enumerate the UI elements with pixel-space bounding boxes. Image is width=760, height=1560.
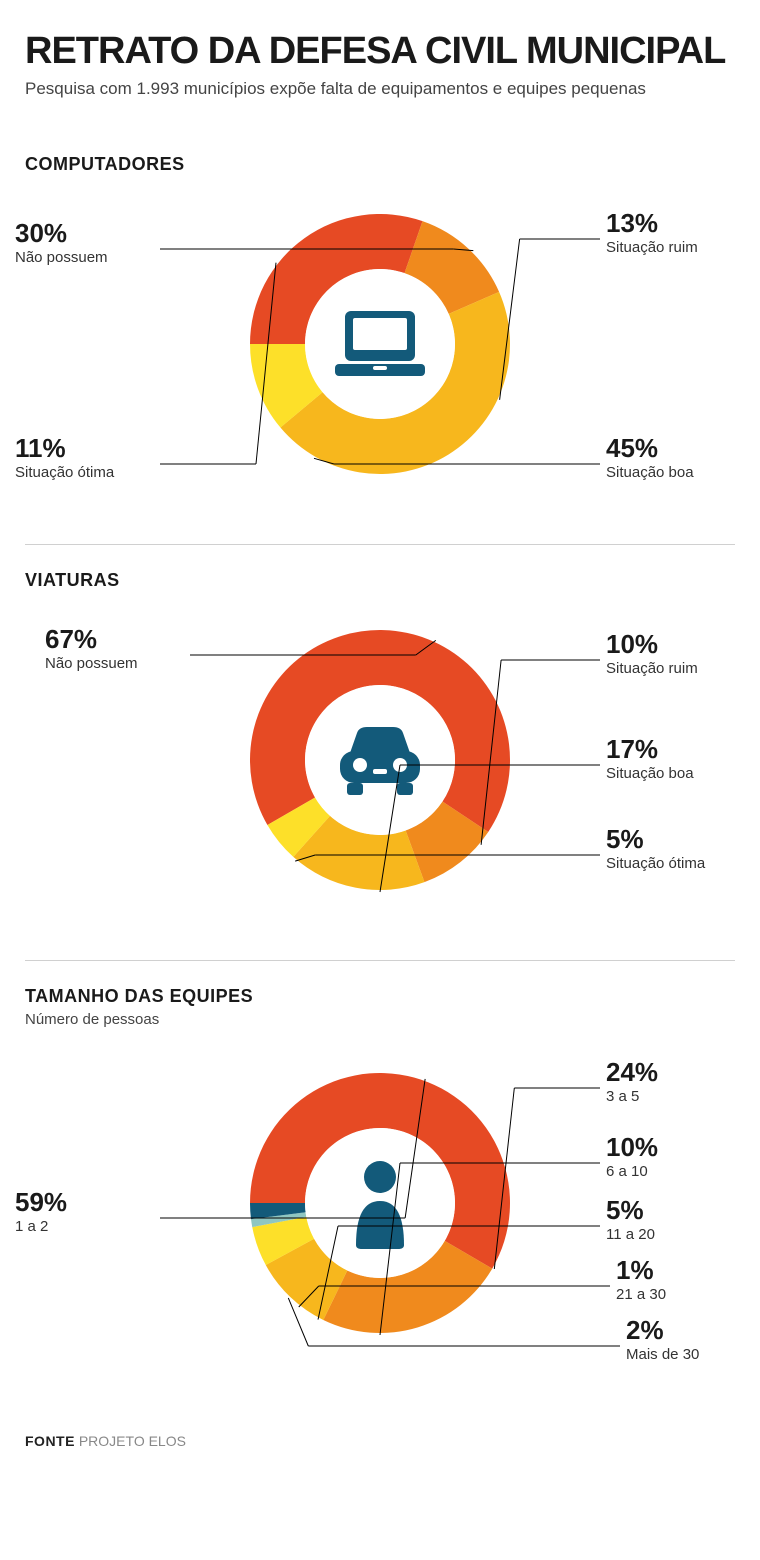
section-title: VIATURAS (25, 570, 735, 591)
slice-label: 11% Situação ótima (15, 434, 155, 481)
section-title: COMPUTADORES (25, 154, 735, 175)
slice-label: 1% 21 a 30 (616, 1256, 760, 1303)
slice-label: 10% 6 a 10 (606, 1133, 760, 1180)
chart-section: COMPUTADORES 30% Não possuem 13% Situaçã… (25, 129, 735, 545)
slice-label: 59% 1 a 2 (15, 1188, 155, 1235)
chart-section: TAMANHO DAS EQUIPES Número de pessoas 59%… (25, 961, 735, 1403)
slice-label: 5% Situação ótima (606, 825, 760, 872)
slice-desc: Situação ótima (606, 855, 760, 872)
slice-label: 45% Situação boa (606, 434, 760, 481)
slice-percent: 67% (45, 625, 185, 655)
slice-label: 13% Situação ruim (606, 209, 760, 256)
page-subtitle: Pesquisa com 1.993 municípios expõe falt… (25, 79, 735, 99)
slice-desc: Não possuem (15, 249, 155, 266)
page-title: RETRATO DA DEFESA CIVIL MUNICIPAL (25, 30, 735, 73)
slice-label: 2% Mais de 30 (626, 1316, 760, 1363)
slice-percent: 17% (606, 735, 760, 765)
slice-label: 30% Não possuem (15, 219, 155, 266)
slice-percent: 45% (606, 434, 760, 464)
slice-desc: Mais de 30 (626, 1346, 760, 1363)
laptop-icon (335, 311, 425, 376)
slice-percent: 10% (606, 1133, 760, 1163)
slice-percent: 59% (15, 1188, 155, 1218)
chart-wrap: 59% 1 a 2 24% 3 a 5 10% 6 a 10 5% 11 a 2… (25, 1038, 735, 1368)
section-subtitle: Número de pessoas (25, 1011, 735, 1028)
slice-desc: 11 a 20 (606, 1226, 760, 1243)
slice-percent: 24% (606, 1058, 760, 1088)
slice-desc: 3 a 5 (606, 1088, 760, 1105)
slice-desc: Não possuem (45, 655, 185, 672)
slice-label: 5% 11 a 20 (606, 1196, 760, 1243)
slice-percent: 11% (15, 434, 155, 464)
slice-desc: Situação ótima (15, 464, 155, 481)
slice-percent: 13% (606, 209, 760, 239)
footer-source: FONTE PROJETO ELOS (25, 1433, 735, 1449)
slice-percent: 10% (606, 630, 760, 660)
section-title: TAMANHO DAS EQUIPES (25, 986, 735, 1007)
chart-wrap: 67% Não possuem 10% Situação ruim 17% Si… (25, 595, 735, 925)
slice-label: 10% Situação ruim (606, 630, 760, 677)
slice-desc: Situação boa (606, 464, 760, 481)
slice-label: 17% Situação boa (606, 735, 760, 782)
chart-wrap: 30% Não possuem 13% Situação ruim 45% Si… (25, 179, 735, 509)
slice-desc: 6 a 10 (606, 1163, 760, 1180)
slice-desc: Situação ruim (606, 239, 760, 256)
slice-desc: Situação ruim (606, 660, 760, 677)
slice-desc: Situação boa (606, 765, 760, 782)
slice-percent: 1% (616, 1256, 760, 1286)
slice-percent: 5% (606, 825, 760, 855)
slice-desc: 1 a 2 (15, 1218, 155, 1235)
slice-label: 67% Não possuem (45, 625, 185, 672)
slice-percent: 2% (626, 1316, 760, 1346)
slice-desc: 21 a 30 (616, 1286, 760, 1303)
slice-percent: 30% (15, 219, 155, 249)
slice-label: 24% 3 a 5 (606, 1058, 760, 1105)
chart-section: VIATURAS 67% Não possuem 10% Situação ru… (25, 545, 735, 961)
slice-percent: 5% (606, 1196, 760, 1226)
